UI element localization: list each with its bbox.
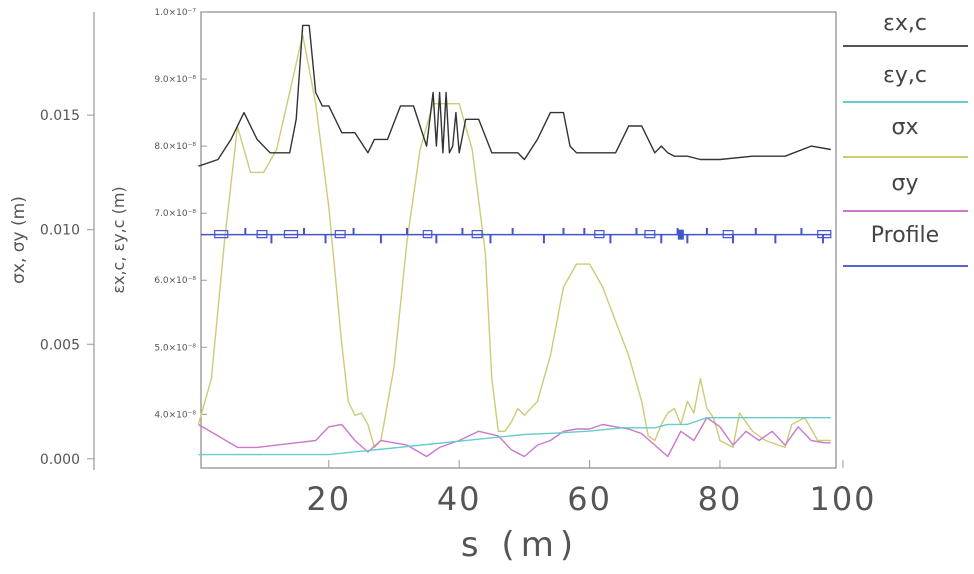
inner-tick-label: 4.0×10⁻⁸ bbox=[154, 410, 196, 420]
x-tick-label: 40 bbox=[437, 480, 482, 518]
profile-box bbox=[594, 230, 605, 239]
outer-y-axis-label: σx, σy (m) bbox=[9, 196, 29, 284]
plot-frame bbox=[200, 11, 837, 469]
series-line-εy,c bbox=[198, 417, 831, 456]
legend: εx,c εy,c σx σy Profile bbox=[843, 11, 968, 267]
x-tick-label: 60 bbox=[567, 480, 612, 518]
x-tick-label: 20 bbox=[306, 480, 351, 518]
profile-box bbox=[256, 230, 268, 239]
outer-tick-label: 0.015 bbox=[40, 108, 80, 124]
inner-tick-label: 9.0×10⁻⁸ bbox=[154, 75, 196, 85]
x-axis-label: s (m) bbox=[461, 525, 579, 565]
inner-y-axis-label: εx,c, εy,c (m) bbox=[109, 186, 128, 293]
inner-tick-label: 1.0×10⁻⁷ bbox=[154, 8, 196, 18]
legend-label: σx bbox=[892, 115, 919, 140]
profile-marker bbox=[677, 229, 684, 240]
outer-axis-ticks: 0.000 0.005 0.010 0.015 bbox=[40, 108, 94, 468]
series-layer bbox=[197, 24, 831, 458]
legend-label: σy bbox=[892, 171, 919, 196]
inner-tick-label: 8.0×10⁻⁸ bbox=[154, 142, 196, 152]
profile-box bbox=[214, 230, 229, 239]
x-axis-ticks: 20 40 60 80 100 bbox=[306, 460, 876, 518]
profile-box bbox=[471, 230, 483, 239]
inner-tick-label: 7.0×10⁻⁸ bbox=[154, 209, 196, 219]
outer-tick-label: 0.000 bbox=[40, 452, 80, 468]
profile-box bbox=[817, 230, 832, 239]
x-tick-label: 100 bbox=[809, 480, 876, 518]
inner-tick-label: 5.0×10⁻⁸ bbox=[154, 343, 196, 353]
outer-tick-label: 0.010 bbox=[40, 223, 80, 239]
inner-tick-label: 6.0×10⁻⁸ bbox=[154, 276, 196, 286]
profile-box bbox=[722, 230, 734, 239]
profile-box bbox=[334, 230, 346, 239]
profile-layer bbox=[201, 227, 832, 244]
inner-axis-ticks: 4.0×10⁻⁸ 5.0×10⁻⁸ 6.0×10⁻⁸ 7.0×10⁻⁸ 8.0×10⁻⁸… bbox=[154, 8, 207, 420]
legend-label: Profile bbox=[871, 223, 939, 248]
profile-box bbox=[422, 230, 433, 239]
outer-tick-label: 0.005 bbox=[40, 337, 80, 353]
profile-box bbox=[644, 230, 656, 239]
series-line-εx,c bbox=[198, 24, 831, 167]
profile-box bbox=[283, 230, 299, 239]
series-line-σx bbox=[197, 34, 831, 449]
x-tick-label: 80 bbox=[698, 480, 743, 518]
series-line-σy bbox=[198, 416, 831, 458]
legend-label: εx,c bbox=[883, 11, 927, 36]
legend-label: εy,c bbox=[883, 63, 927, 88]
